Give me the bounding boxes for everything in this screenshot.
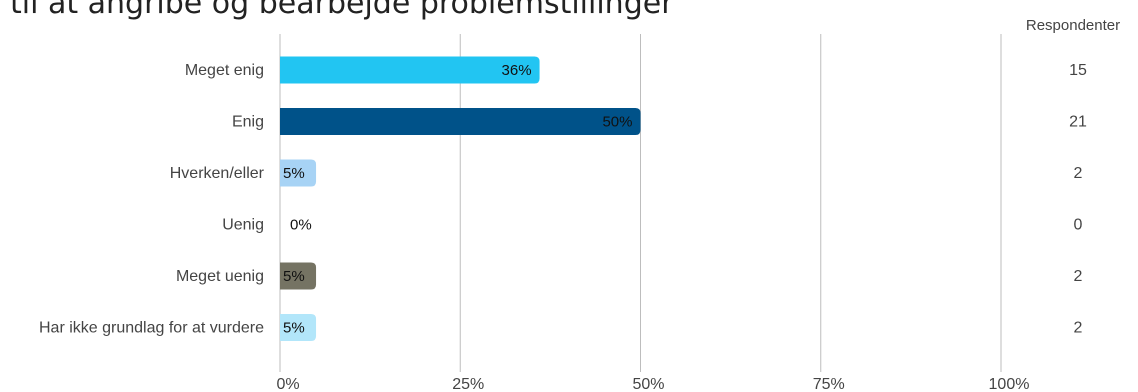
x-tick-label: 100% (989, 376, 1030, 392)
respondent-count: 0 (1074, 217, 1083, 234)
category-label: Enig (232, 114, 264, 131)
x-tick-label: 75% (813, 376, 845, 392)
category-label: Meget enig (185, 62, 264, 79)
respondents-header: Respondenter (1026, 17, 1120, 34)
respondent-count: 21 (1069, 114, 1087, 131)
data-label: 5% (283, 320, 305, 337)
x-tick-label: 50% (632, 376, 664, 392)
category-label: Uenig (222, 217, 264, 234)
category-label: Meget uenig (176, 268, 264, 285)
respondents-column: Respondenter 15 21 2 0 2 2 (1026, 17, 1120, 337)
x-axis-ticks: 0% 25% 50% 75% 100% (276, 376, 1029, 392)
category-labels: Meget enig Enig Hverken/eller Uenig Meget ue… (39, 62, 265, 337)
respondent-count: 2 (1074, 165, 1083, 182)
data-label: 5% (283, 165, 305, 182)
x-tick-label: 25% (452, 376, 484, 392)
data-label: 50% (602, 114, 632, 131)
gridlines (280, 34, 1001, 372)
bar (280, 108, 641, 135)
data-label: 0% (290, 217, 312, 234)
respondent-count: 15 (1069, 62, 1087, 79)
respondent-count: 2 (1074, 320, 1083, 337)
data-label: 5% (283, 268, 305, 285)
x-tick-label: 0% (276, 376, 299, 392)
category-label: Hverken/eller (170, 165, 265, 182)
data-label: 36% (502, 62, 532, 79)
category-label: Har ikke grundlag for at vurdere (39, 320, 264, 337)
respondent-count: 2 (1074, 268, 1083, 285)
